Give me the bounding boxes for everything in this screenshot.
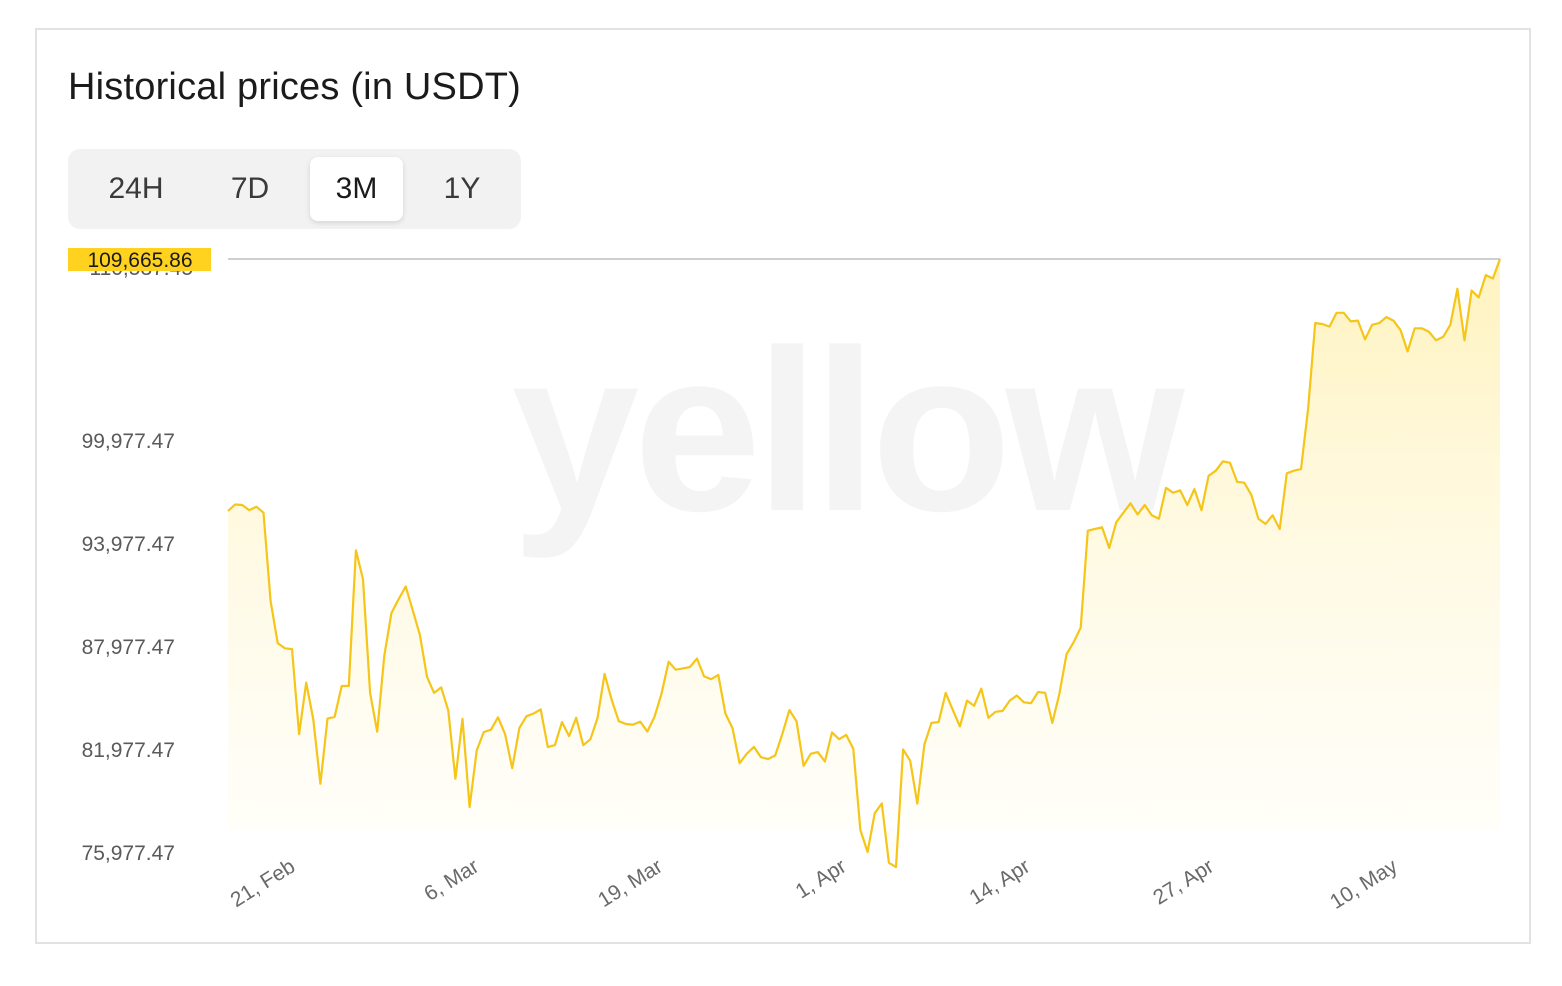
current-price-label: 109,665.86: [87, 249, 192, 272]
price-line: [227, 258, 1502, 869]
tab-3m[interactable]: 3M: [310, 157, 403, 221]
y-tick-label: 81,977.47: [82, 739, 175, 762]
timeframe-tabs: 24H 7D 3M 1Y: [68, 149, 521, 229]
y-tick-label: 99,977.47: [82, 430, 175, 453]
x-tick-label: 10, May: [1326, 854, 1402, 913]
x-tick-label: 21, Feb: [227, 855, 300, 912]
tab-7d[interactable]: 7D: [230, 172, 270, 205]
watermark-logo: yellow: [511, 302, 1185, 559]
y-tick-label: 75,977.47: [82, 842, 175, 865]
page-title: Historical prices (in USDT): [68, 66, 522, 108]
x-tick-label: 1, Apr: [792, 855, 851, 904]
y-tick-label: 93,977.47: [82, 533, 175, 556]
x-tick-label: 19, Mar: [594, 855, 667, 912]
y-tick-label: 87,977.47: [82, 636, 175, 659]
tab-1y[interactable]: 1Y: [443, 172, 481, 205]
current-price-badge: [68, 248, 211, 271]
y-axis: 75,977.47 81,977.47 87,977.47 93,977.47 99,9…: [82, 430, 175, 865]
price-area: [228, 259, 1500, 868]
x-tick-label: 14, Apr: [965, 855, 1034, 910]
tab-24h[interactable]: 24H: [108, 172, 164, 205]
x-tick-label: 6, Mar: [420, 855, 483, 906]
x-axis: 21, Feb 6, Mar 19, Mar 1, Apr 14, Apr 27, Apr…: [227, 854, 1402, 913]
x-tick-label: 27, Apr: [1149, 855, 1218, 910]
